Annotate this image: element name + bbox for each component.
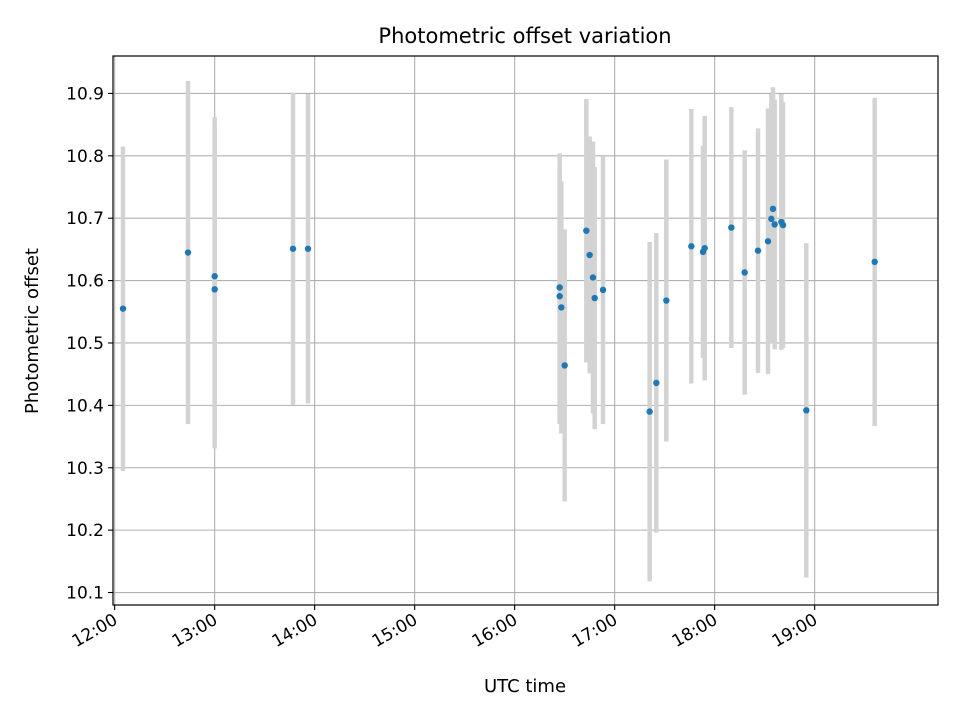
data-point (771, 221, 778, 228)
data-point (728, 224, 735, 231)
data-point (701, 244, 708, 252)
data-point (741, 269, 748, 276)
data-point (558, 304, 565, 311)
data-point (211, 286, 218, 293)
data-point (754, 247, 762, 254)
data-point (688, 243, 695, 250)
data-point (663, 297, 670, 304)
data-point (768, 215, 775, 223)
data-point (646, 408, 653, 415)
y-tick-label: 10.6 (66, 272, 104, 292)
data-point (586, 251, 593, 259)
chart-title: Photometric offset variation (378, 24, 671, 48)
y-tick-label: 10.1 (66, 584, 104, 604)
data-point (591, 294, 598, 302)
plot-frame (112, 55, 939, 606)
data-point (599, 286, 607, 294)
y-tick-label: 10.3 (66, 459, 104, 479)
data-point (556, 284, 563, 291)
data-point (803, 407, 810, 414)
y-tick-label: 10.9 (66, 84, 104, 104)
data-point (289, 245, 297, 252)
data-point (779, 221, 787, 229)
y-tick-label: 10.5 (66, 334, 104, 354)
y-axis: 10.1 10.2 10.3 10.4 10.5 10.6 10.7 10.8 10.9 (66, 84, 113, 604)
data-point (653, 379, 660, 387)
data-point (769, 205, 777, 213)
grid (113, 56, 938, 605)
data-point (764, 238, 772, 245)
y-tick-label: 10.4 (66, 396, 104, 416)
data-point (583, 227, 590, 234)
data-point (119, 305, 127, 312)
data-point (589, 274, 597, 281)
data-point (184, 249, 192, 256)
data-point (304, 245, 312, 252)
data-points (119, 205, 878, 415)
y-tick-label: 10.7 (66, 209, 104, 229)
data-point (561, 362, 568, 369)
data-point (871, 258, 878, 266)
y-tick-label: 10.2 (66, 521, 104, 541)
data-point (556, 292, 563, 300)
x-axis-title: UTC time (484, 676, 566, 697)
y-axis-title: Photometric offset (22, 248, 43, 414)
y-tick-label: 10.8 (66, 147, 104, 167)
data-point (211, 273, 218, 280)
